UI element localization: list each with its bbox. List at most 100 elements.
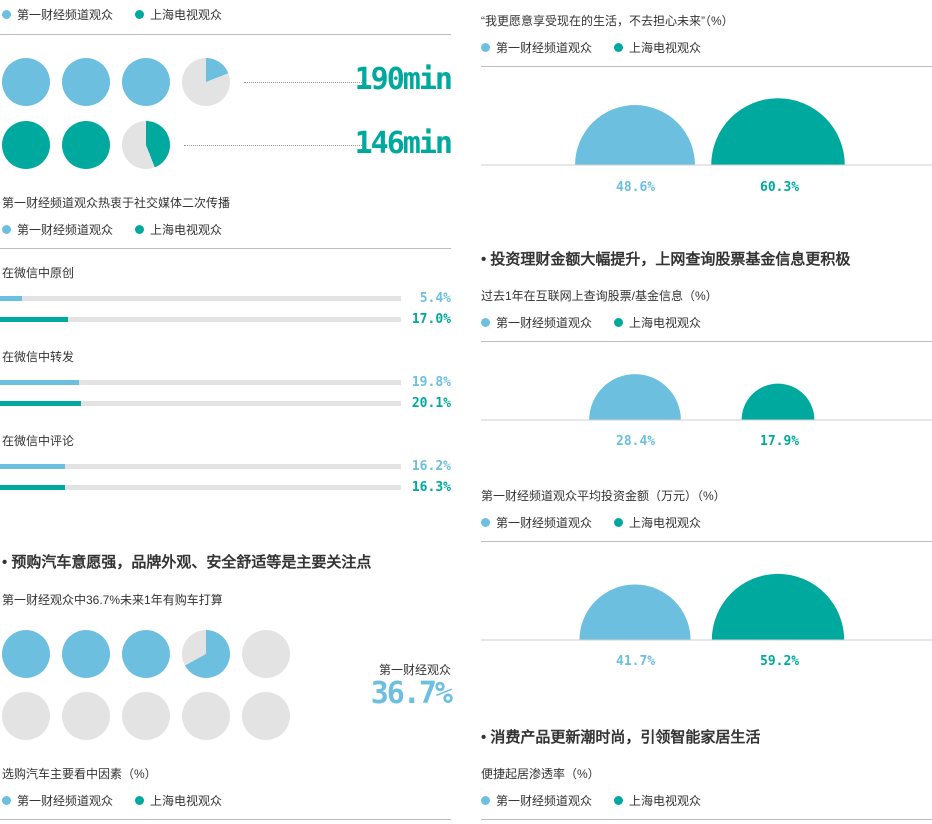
bar-value-b-2: 16.3% (411, 480, 451, 495)
viewing-circle-b-1 (62, 121, 110, 169)
divider (481, 819, 932, 820)
legend-dot-teal (135, 225, 145, 234)
bar-value-b-0: 17.0% (411, 312, 451, 327)
legend-item-b: 上海电视观众 (614, 39, 701, 56)
legend-dot-blue (2, 225, 11, 234)
enjoy-value-b: 60.3% (760, 180, 800, 195)
semicircle-enjoy-a (575, 105, 695, 165)
legend-label-b: 上海电视观众 (629, 516, 702, 530)
legend-label-a: 第一财经频道观众 (496, 794, 593, 808)
query-value-b: 17.9% (760, 434, 800, 449)
viewing-circle-a-1 (62, 58, 110, 106)
legend-dot-blue (481, 796, 490, 805)
bar-track-a-2 (0, 464, 401, 469)
bar-value-a-0: 5.4% (419, 291, 451, 306)
amount-semicircle-chart (481, 573, 932, 641)
legend-item-b: 上海电视观众 (614, 792, 701, 809)
divider (481, 341, 932, 342)
legend-item-a: 第一财经频道观众 (481, 792, 592, 809)
legend-item-b: 上海电视观众 (614, 314, 701, 331)
legend-dot-blue (481, 43, 490, 52)
bar-b-0 (0, 317, 69, 322)
legend-label-b: 上海电视观众 (150, 223, 223, 237)
social-title: 第一财经频道观众热衷于社交媒体二次传播 (2, 196, 231, 210)
legend-item-a: 第一财经频道观众 (481, 39, 592, 56)
car-circle-1 (62, 630, 110, 678)
legend-item-a: 第一财经频道观众 (481, 514, 592, 531)
viewing-circle-a-0 (2, 58, 50, 106)
legend-item-b: 上海电视观众 (614, 514, 701, 531)
divider (0, 248, 451, 249)
legend-item-b: 上海电视观众 (135, 792, 222, 809)
semicircle-query-b (741, 383, 815, 420)
bar-track-a-1 (0, 380, 401, 385)
semicircle-query-a (589, 374, 681, 420)
bar-a-1 (0, 380, 80, 385)
semicircle-amount-b (711, 573, 845, 640)
car-circle-3 (182, 630, 230, 678)
bar-value-b-1: 20.1% (411, 396, 451, 411)
legend-label-a: 第一财经频道观众 (17, 8, 114, 22)
legend-dot-teal (614, 43, 624, 52)
bar-group-label-2: 在微信中评论 (2, 434, 75, 448)
viewing-circle-b-0 (2, 121, 50, 169)
legend-query: 第一财经频道观众 上海电视观众 (481, 314, 723, 331)
divider (0, 819, 451, 820)
bar-track-a-0 (0, 296, 401, 301)
car-subtitle: 第一财经观众中36.7%未来1年有购车打算 (2, 593, 223, 607)
legend-dot-teal (135, 10, 145, 19)
legend-label-b: 上海电视观众 (150, 794, 223, 808)
legend-item-a: 第一财经频道观众 (2, 6, 113, 23)
bar-group-label-0: 在微信中原创 (2, 266, 75, 280)
legend-label-a: 第一财经频道观众 (17, 223, 114, 237)
legend-item-a: 第一财经频道观众 (2, 221, 113, 238)
legend-label-b: 上海电视观众 (150, 8, 223, 22)
divider (0, 34, 451, 35)
amount-title: 第一财经频道观众平均投资金额（万元）（%） (481, 489, 726, 503)
legend-dot-teal (614, 796, 624, 805)
leader-line-b (184, 145, 362, 146)
car-stat-value: 36.7% (370, 676, 453, 711)
legend-car: 第一财经频道观众 上海电视观众 (2, 792, 244, 809)
amount-value-b: 59.2% (760, 654, 800, 669)
legend-label-b: 上海电视观众 (629, 794, 702, 808)
bar-track-b-0 (0, 317, 401, 322)
legend-dot-teal (614, 518, 624, 527)
legend-enjoy: 第一财经频道观众 上海电视观众 (481, 39, 723, 56)
query-title: 过去1年在互联网上查询股票/基金信息（%） (481, 289, 718, 303)
invest-heading: • 投资理财金额大幅提升，上网查询股票基金信息更积极 (481, 251, 851, 268)
divider (481, 541, 932, 542)
bar-group-label-1: 在微信中转发 (2, 350, 75, 364)
legend-item-a: 第一财经频道观众 (2, 792, 113, 809)
viewing-value-b: 146min (354, 126, 453, 161)
viewing-circle-a-2 (122, 58, 170, 106)
legend-label-a: 第一财经频道观众 (496, 41, 593, 55)
bar-a-2 (0, 464, 65, 469)
bar-track-b-2 (0, 485, 401, 490)
legend-dot-teal (614, 318, 624, 327)
car-factor-title: 选购汽车主要看中因素（%） (2, 767, 157, 781)
car-circle-5 (2, 692, 50, 740)
legend-label-a: 第一财经频道观众 (496, 516, 593, 530)
legend-social: 第一财经频道观众 上海电视观众 (2, 221, 244, 238)
viewing-circle-a-3 (182, 58, 230, 106)
viewing-circle-b-2 (122, 121, 170, 169)
legend-amount: 第一财经频道观众 上海电视观众 (481, 514, 723, 531)
car-circle-2 (122, 630, 170, 678)
car-circle-8 (182, 692, 230, 740)
enjoy-semicircle-chart (481, 98, 932, 166)
legend-home: 第一财经频道观众 上海电视观众 (481, 792, 723, 809)
divider (481, 66, 932, 67)
legend-dot-blue (481, 518, 490, 527)
viewing-value-a: 190min (354, 62, 453, 97)
legend-dot-blue (481, 318, 490, 327)
amount-value-a: 41.7% (616, 654, 656, 669)
bar-a-0 (0, 296, 22, 301)
query-value-a: 28.4% (616, 434, 656, 449)
semicircle-enjoy-b (711, 98, 845, 165)
enjoy-value-a: 48.6% (616, 180, 656, 195)
legend-item-b: 上海电视观众 (135, 6, 222, 23)
legend-item-b: 上海电视观众 (135, 221, 222, 238)
legend-dot-blue (2, 796, 11, 805)
semicircle-amount-a (579, 584, 691, 640)
